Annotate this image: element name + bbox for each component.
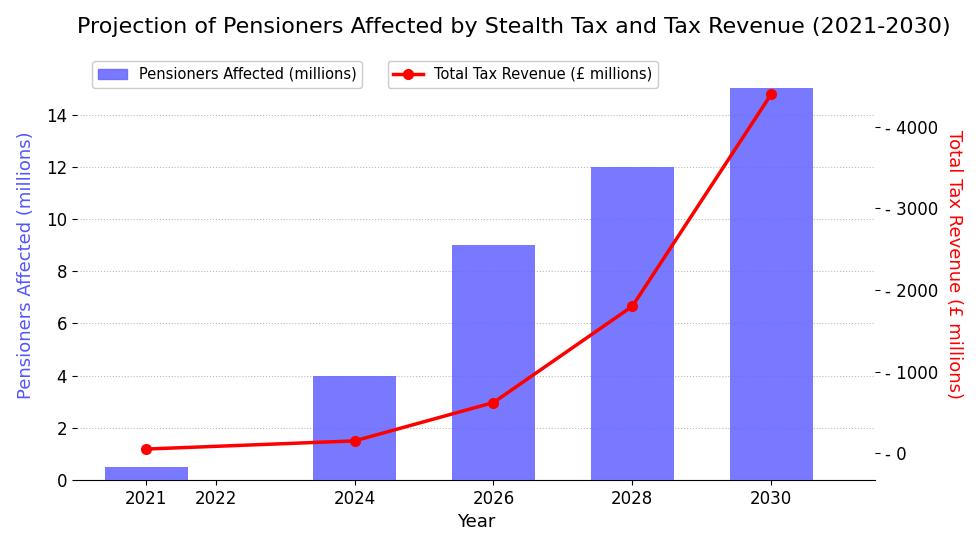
Bar	[105, 467, 188, 480]
Text: Projection of Pensioners Affected by Stealth Tax and Tax Revenue (2021-2030): Projection of Pensioners Affected by Ste…	[76, 16, 951, 37]
Legend: Total Tax Revenue (£ millions): Total Tax Revenue (£ millions)	[387, 61, 659, 88]
Bar	[452, 245, 535, 480]
Bar	[729, 88, 812, 480]
Bar	[591, 167, 674, 480]
Bar	[313, 375, 396, 480]
Y-axis label: Pensioners Affected (millions): Pensioners Affected (millions)	[17, 131, 34, 398]
Y-axis label: Total Tax Revenue (£ millions): Total Tax Revenue (£ millions)	[946, 130, 963, 399]
X-axis label: Year: Year	[457, 513, 495, 532]
